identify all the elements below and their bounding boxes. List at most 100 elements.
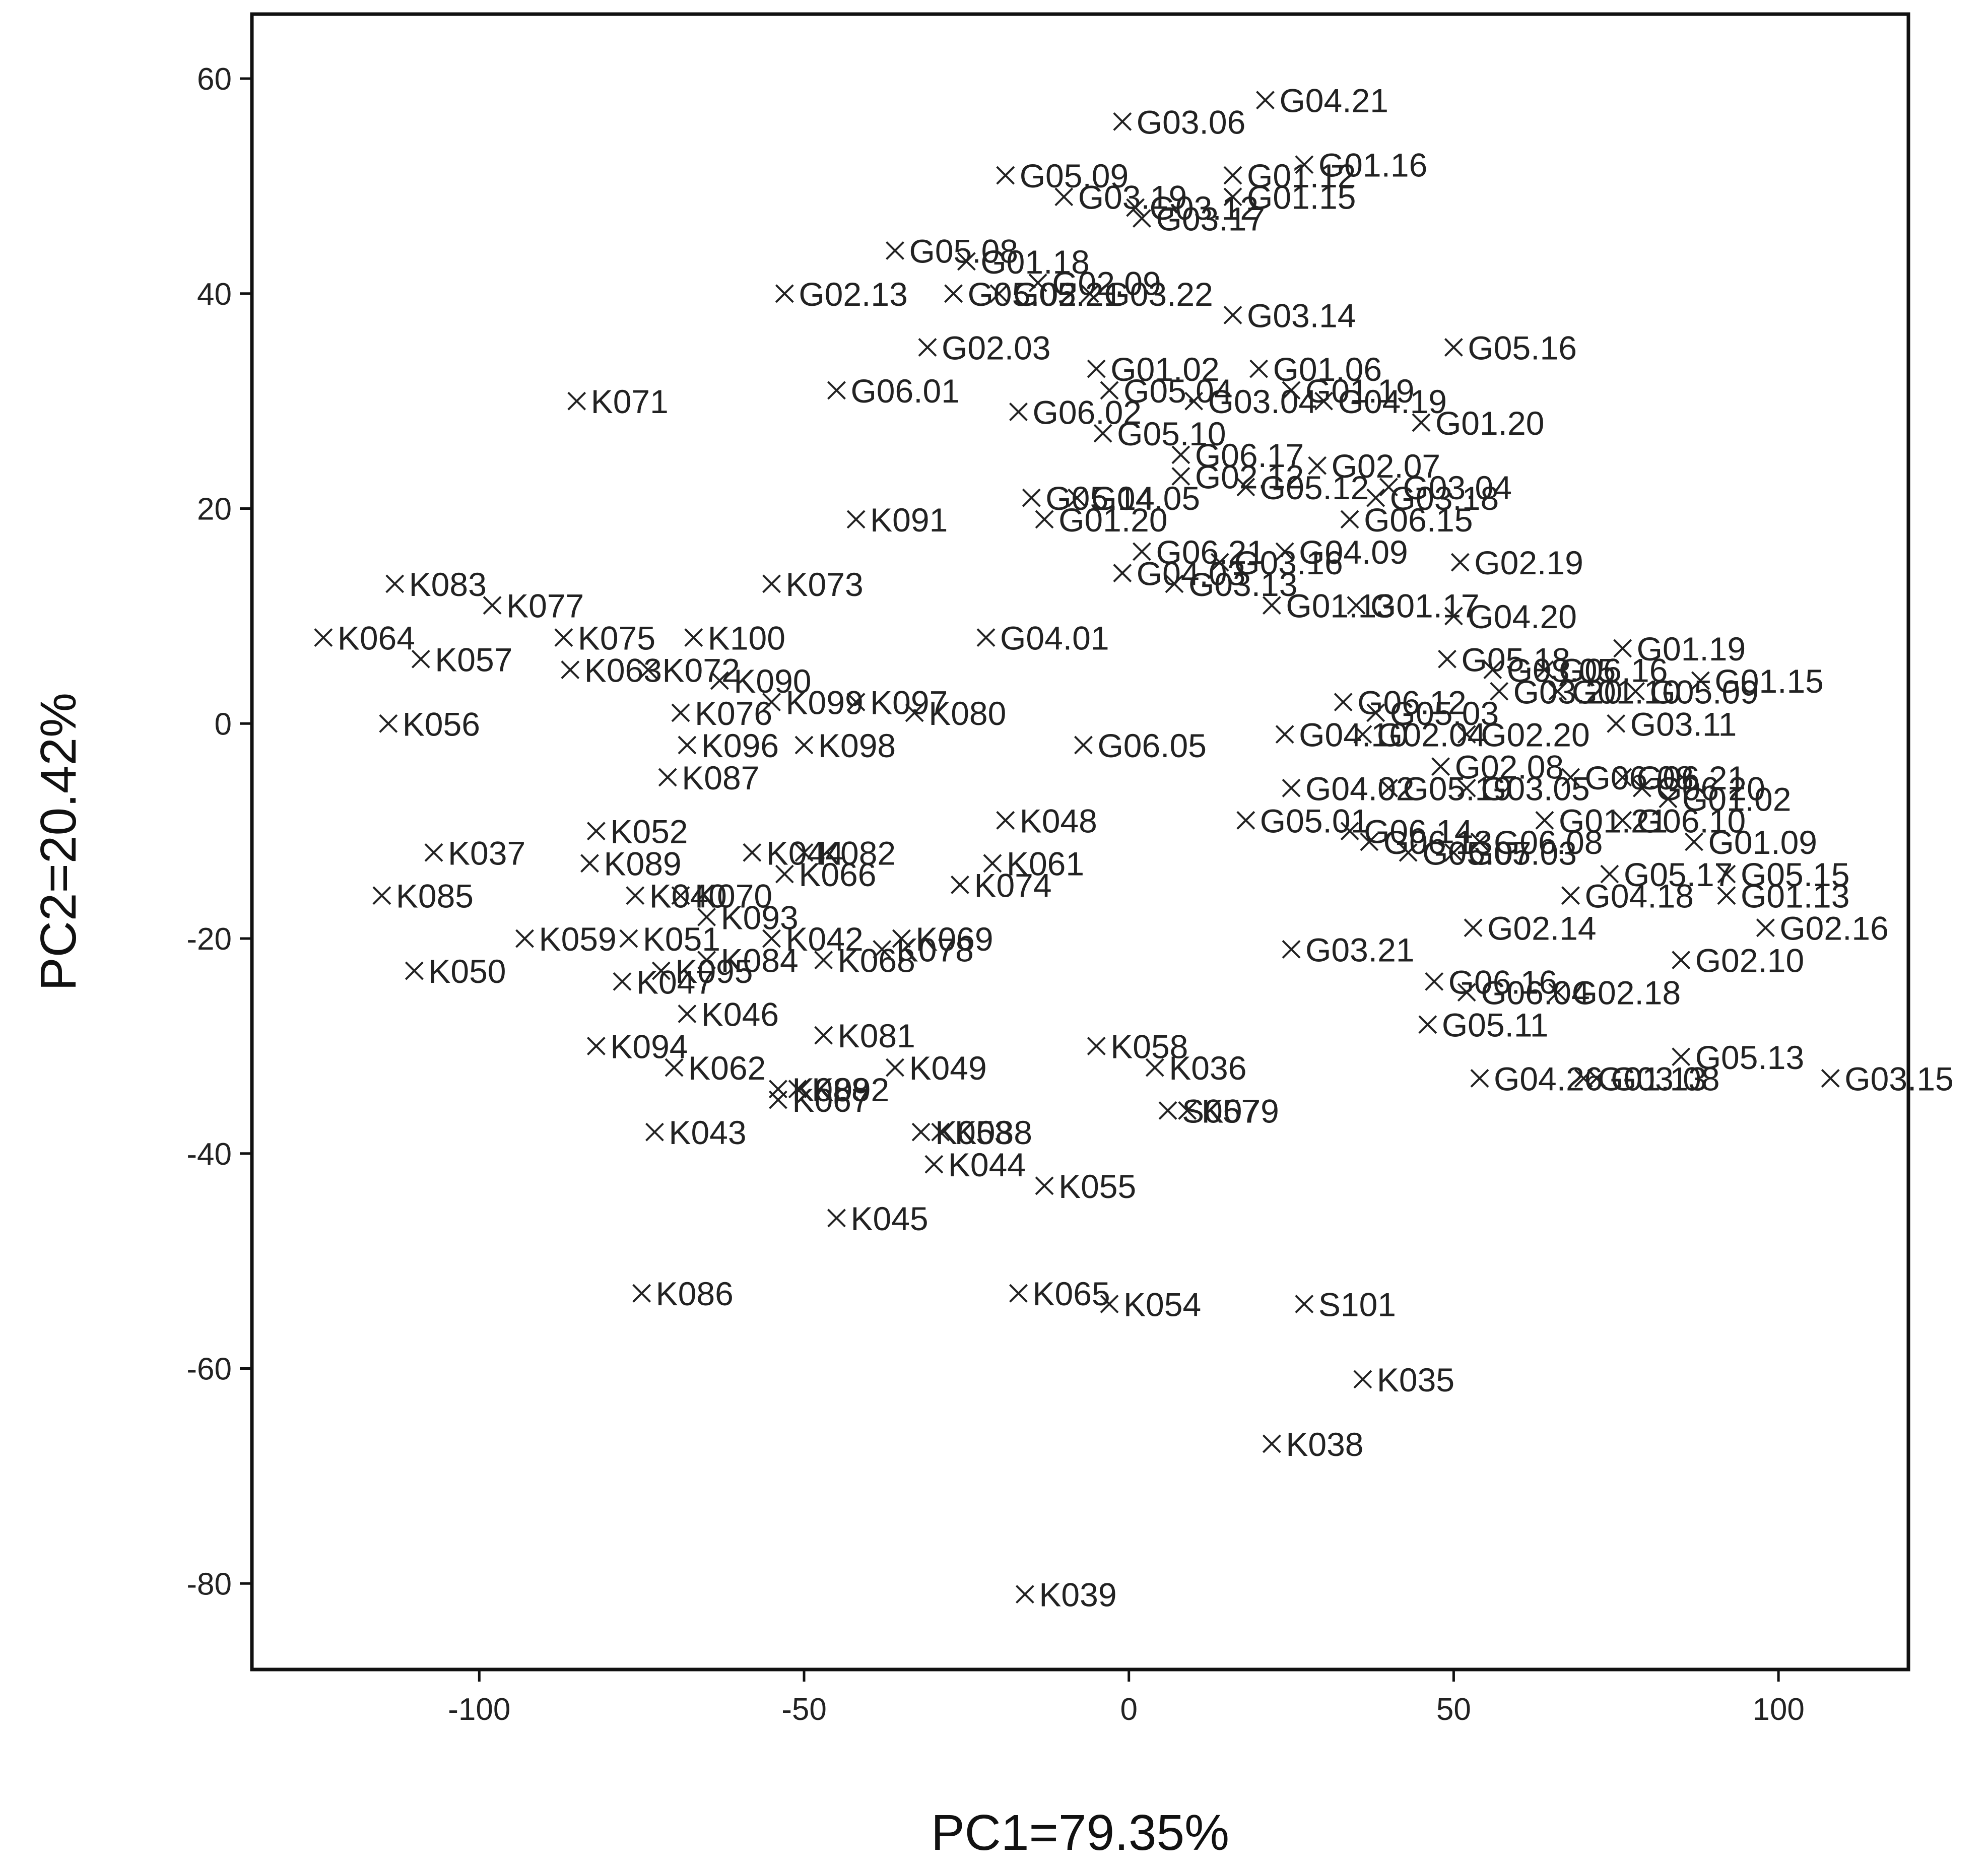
x-marker — [1464, 918, 1483, 938]
y-tick-label: -40 — [186, 1137, 232, 1172]
data-point: K037 — [424, 834, 525, 872]
x-marker — [996, 166, 1015, 185]
data-point: G06.21 — [1133, 533, 1265, 571]
x-marker — [1613, 639, 1632, 658]
data-point: S101 — [1295, 1286, 1396, 1323]
data-point: K082 — [794, 834, 896, 872]
data-point: G06.13 — [1360, 824, 1492, 861]
point-label: G05.14 — [1045, 480, 1155, 517]
point-label: G05.09 — [1020, 157, 1129, 194]
data-point: G05.08 — [886, 232, 1018, 270]
data-point: K091 — [846, 501, 948, 539]
point-label: K092 — [812, 1071, 889, 1108]
data-point: G05.18 — [1438, 641, 1570, 678]
x-marker — [586, 822, 606, 841]
data-point: G03.05 — [1457, 770, 1590, 807]
point-label: K082 — [818, 834, 896, 872]
data-point: K057 — [411, 641, 512, 678]
x-marker — [1236, 478, 1255, 497]
data-point: K056 — [379, 705, 480, 743]
x-axis-title: PC1=79.35% — [931, 1805, 1229, 1861]
point-label: G03.17 — [1156, 200, 1265, 237]
x-marker — [918, 338, 937, 357]
data-point: G02.20 — [1457, 716, 1590, 754]
data-point: G06.20 — [1632, 770, 1765, 807]
x-marker — [1113, 564, 1132, 582]
point-label: K045 — [850, 1200, 928, 1237]
x-marker — [944, 284, 963, 303]
data-point: K052 — [586, 813, 688, 850]
point-label: K035 — [1377, 1361, 1454, 1398]
x-marker — [684, 628, 703, 647]
x-marker — [658, 768, 677, 787]
data-point: G06.14 — [1340, 813, 1473, 850]
x-marker — [678, 736, 697, 755]
data-point: K036 — [1145, 1049, 1246, 1087]
data-point: G03.18 — [1366, 480, 1499, 517]
x-marker — [1295, 155, 1314, 174]
point-label: K052 — [610, 813, 688, 850]
point-label: G04.09 — [1299, 533, 1408, 571]
y-tick-label: -80 — [186, 1567, 232, 1601]
point-label: K068 — [838, 942, 915, 979]
point-label: G05.03 — [1390, 695, 1499, 732]
data-point: G01.15 — [1691, 662, 1824, 700]
point-label: G04.10 — [1299, 716, 1408, 754]
y-tick-label: -20 — [186, 922, 232, 957]
data-point: K050 — [405, 953, 506, 990]
data-point: K065 — [1009, 1275, 1110, 1312]
point-label: G01.02 — [1682, 781, 1792, 818]
data-point: G05.09 — [1626, 673, 1759, 710]
x-marker — [1438, 649, 1456, 669]
x-marker — [1347, 596, 1366, 615]
x-marker — [1444, 338, 1463, 357]
x-marker — [846, 510, 866, 529]
point-label: G06.21 — [1637, 759, 1746, 796]
data-point: G05.02 — [944, 276, 1077, 313]
point-label: G06.15 — [1364, 501, 1473, 539]
point-label: G05.02 — [968, 276, 1077, 313]
data-point: G01.15 — [1223, 179, 1356, 216]
point-label: K080 — [929, 695, 1006, 732]
point-label: K076 — [695, 695, 772, 732]
x-marker — [1756, 918, 1775, 938]
x-marker — [905, 703, 924, 722]
data-points: G04.21G03.06G01.16G01.12G05.09G01.15G03.… — [314, 82, 1954, 1614]
point-label: K062 — [688, 1049, 766, 1087]
x-marker — [1210, 553, 1229, 572]
data-point: G03.04 — [1379, 469, 1512, 506]
x-marker — [762, 929, 781, 948]
x-marker — [1087, 359, 1106, 378]
data-point: K079 — [1178, 1092, 1279, 1129]
data-point: K085 — [372, 878, 474, 915]
data-point: K080 — [905, 695, 1006, 732]
y-tick-label: 20 — [197, 492, 232, 527]
x-marker — [1275, 725, 1294, 744]
data-point: K084 — [697, 942, 799, 979]
data-point: G04.02 — [1282, 770, 1415, 807]
x-marker — [1282, 940, 1301, 959]
x-marker — [1821, 1069, 1840, 1088]
point-label: G04.26 — [1494, 1060, 1603, 1097]
data-point: K068 — [814, 942, 915, 979]
point-label: G01.13 — [1598, 1060, 1707, 1097]
x-marker — [1308, 456, 1327, 475]
data-point: G05.19 — [1379, 770, 1512, 807]
x-marker — [1353, 1370, 1372, 1389]
x-marker — [1366, 488, 1385, 507]
x-marker — [372, 886, 391, 905]
point-label: G04.19 — [1338, 383, 1447, 420]
x-marker — [788, 1080, 807, 1099]
point-label: K043 — [669, 1114, 746, 1151]
point-label: K089 — [604, 845, 681, 883]
point-label: K078 — [896, 931, 974, 968]
point-label: G02.14 — [1487, 910, 1597, 947]
data-point: G02.19 — [1450, 544, 1583, 581]
data-point: K047 — [613, 963, 714, 1000]
x-marker — [1672, 951, 1691, 970]
x-marker — [1223, 306, 1242, 324]
data-point: G06.10 — [1613, 802, 1746, 839]
x-tick-label: 100 — [1752, 1692, 1804, 1727]
x-marker — [626, 886, 645, 905]
point-label: G02.19 — [1474, 544, 1583, 581]
